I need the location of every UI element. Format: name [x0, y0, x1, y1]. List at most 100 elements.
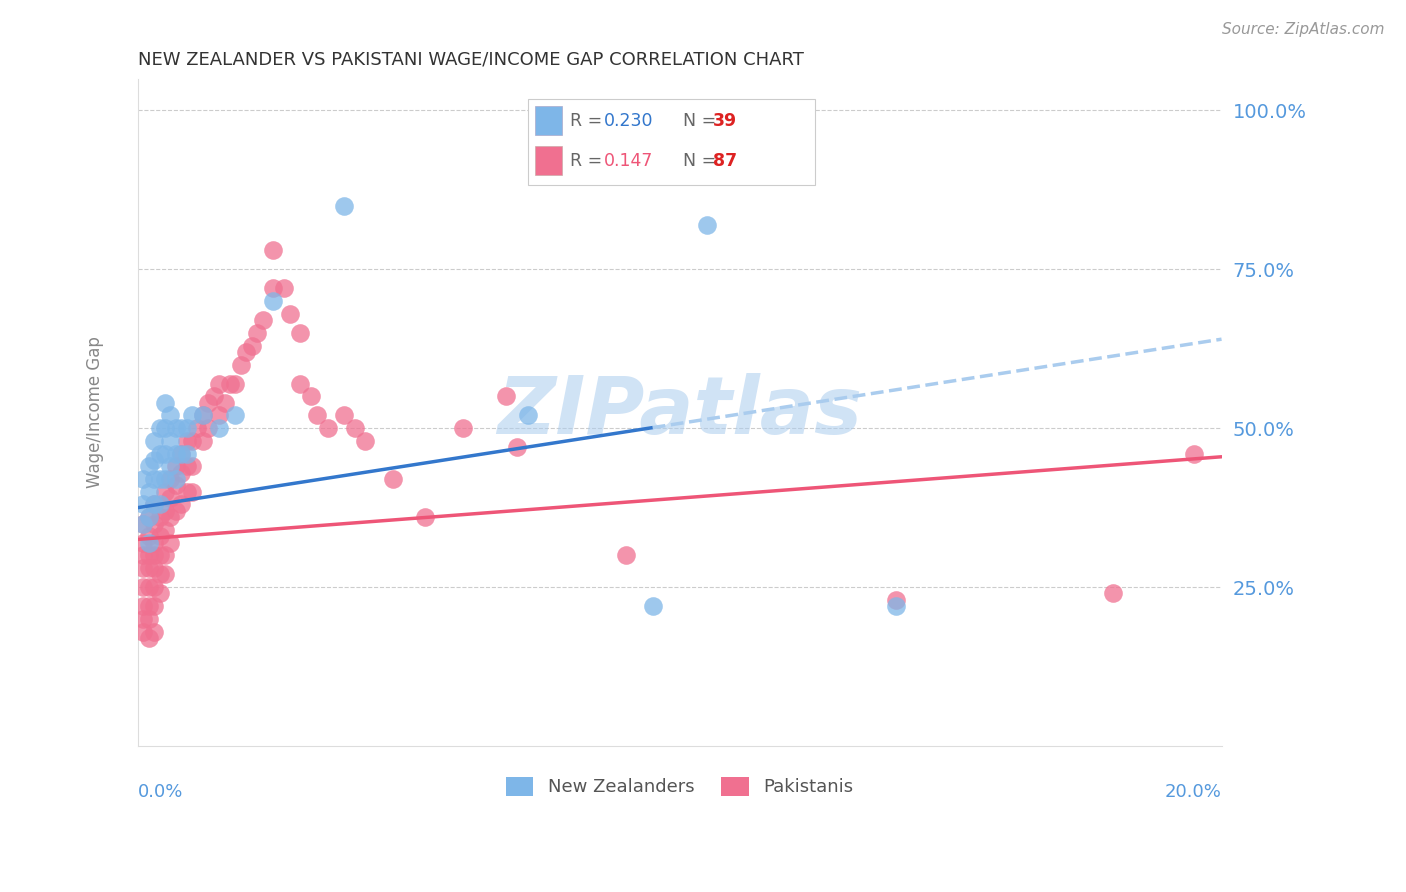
- Point: [191, 434, 214, 448]
- Point: [191, 409, 214, 423]
- Point: [273, 281, 295, 295]
- Point: [506, 440, 529, 454]
- Point: [262, 281, 284, 295]
- Point: [186, 421, 208, 435]
- Point: [138, 459, 160, 474]
- Text: ZIPatlas: ZIPatlas: [498, 373, 862, 451]
- Point: [148, 586, 170, 600]
- Point: [181, 409, 204, 423]
- Point: [278, 307, 301, 321]
- Point: [132, 612, 155, 626]
- Point: [143, 624, 166, 639]
- Point: [208, 376, 231, 391]
- Point: [176, 421, 198, 435]
- Point: [132, 580, 155, 594]
- Point: [176, 434, 198, 448]
- Point: [132, 549, 155, 563]
- Point: [224, 376, 246, 391]
- Point: [290, 376, 312, 391]
- Point: [132, 516, 155, 531]
- Point: [159, 472, 181, 486]
- Point: [153, 396, 176, 410]
- Point: [138, 510, 160, 524]
- Point: [143, 498, 166, 512]
- Point: [138, 535, 160, 549]
- Point: [354, 434, 377, 448]
- Point: [132, 561, 155, 575]
- Point: [143, 434, 166, 448]
- Point: [170, 447, 193, 461]
- Point: [170, 421, 193, 435]
- Point: [165, 472, 187, 486]
- Point: [208, 421, 231, 435]
- Point: [165, 504, 187, 518]
- Point: [176, 447, 198, 461]
- Point: [143, 580, 166, 594]
- Point: [170, 447, 193, 461]
- Text: NEW ZEALANDER VS PAKISTANI WAGE/INCOME GAP CORRELATION CHART: NEW ZEALANDER VS PAKISTANI WAGE/INCOME G…: [138, 51, 804, 69]
- Text: 0.0%: 0.0%: [138, 782, 183, 801]
- Point: [224, 409, 246, 423]
- Point: [148, 529, 170, 543]
- Point: [299, 389, 322, 403]
- Point: [229, 358, 252, 372]
- Point: [696, 218, 718, 232]
- Point: [153, 523, 176, 537]
- Point: [138, 510, 160, 524]
- Point: [219, 376, 242, 391]
- Point: [153, 421, 176, 435]
- Point: [197, 421, 219, 435]
- Point: [262, 243, 284, 257]
- Point: [176, 459, 198, 474]
- Point: [143, 453, 166, 467]
- Point: [148, 421, 170, 435]
- Point: [316, 421, 339, 435]
- Point: [1102, 586, 1125, 600]
- Point: [159, 491, 181, 505]
- Point: [197, 396, 219, 410]
- Point: [165, 459, 187, 474]
- Point: [343, 421, 366, 435]
- Point: [235, 344, 257, 359]
- Point: [143, 549, 166, 563]
- Point: [170, 466, 193, 480]
- Point: [132, 516, 155, 531]
- Point: [138, 599, 160, 614]
- Point: [143, 472, 166, 486]
- Point: [138, 529, 160, 543]
- Point: [138, 612, 160, 626]
- Point: [143, 516, 166, 531]
- Point: [517, 409, 540, 423]
- Point: [240, 338, 263, 352]
- Point: [148, 510, 170, 524]
- Point: [176, 484, 198, 499]
- Point: [148, 549, 170, 563]
- Point: [246, 326, 269, 340]
- Point: [153, 504, 176, 518]
- Point: [451, 421, 474, 435]
- Point: [143, 498, 166, 512]
- Point: [886, 592, 908, 607]
- Point: [153, 549, 176, 563]
- Point: [143, 599, 166, 614]
- Point: [132, 535, 155, 549]
- Point: [1184, 447, 1206, 461]
- Point: [148, 567, 170, 582]
- Point: [138, 631, 160, 645]
- Point: [333, 409, 356, 423]
- Point: [290, 326, 312, 340]
- Point: [138, 580, 160, 594]
- Point: [495, 389, 517, 403]
- Point: [132, 498, 155, 512]
- Point: [165, 478, 187, 492]
- Point: [148, 447, 170, 461]
- Point: [159, 409, 181, 423]
- Point: [381, 472, 404, 486]
- Point: [159, 459, 181, 474]
- Point: [252, 313, 274, 327]
- Point: [305, 409, 328, 423]
- Point: [153, 567, 176, 582]
- Point: [159, 434, 181, 448]
- Point: [181, 459, 204, 474]
- Point: [181, 434, 204, 448]
